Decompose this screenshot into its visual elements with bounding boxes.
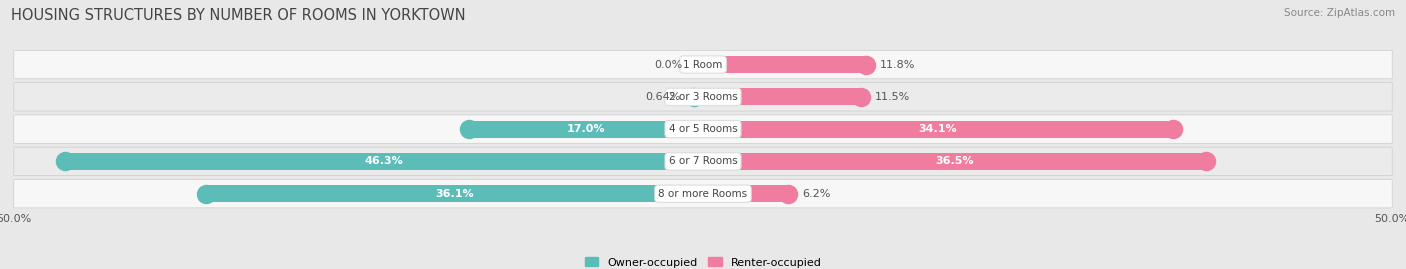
Text: 36.1%: 36.1%: [434, 189, 474, 199]
Text: 17.0%: 17.0%: [567, 124, 605, 134]
Text: Source: ZipAtlas.com: Source: ZipAtlas.com: [1284, 8, 1395, 18]
FancyBboxPatch shape: [14, 147, 1392, 176]
Text: 2 or 3 Rooms: 2 or 3 Rooms: [669, 92, 737, 102]
Text: 11.8%: 11.8%: [879, 59, 915, 70]
Text: 6.2%: 6.2%: [803, 189, 831, 199]
Bar: [205, 185, 703, 202]
Bar: [703, 89, 862, 105]
Text: HOUSING STRUCTURES BY NUMBER OF ROOMS IN YORKTOWN: HOUSING STRUCTURES BY NUMBER OF ROOMS IN…: [11, 8, 465, 23]
Bar: [703, 121, 1173, 137]
Text: 36.5%: 36.5%: [935, 156, 974, 167]
Bar: [65, 153, 703, 170]
Text: 11.5%: 11.5%: [875, 92, 911, 102]
Text: 1 Room: 1 Room: [683, 59, 723, 70]
FancyBboxPatch shape: [14, 50, 1392, 79]
Bar: [703, 153, 1206, 170]
Bar: [695, 89, 703, 105]
Bar: [703, 56, 866, 73]
Text: 46.3%: 46.3%: [364, 156, 404, 167]
Text: 34.1%: 34.1%: [918, 124, 957, 134]
FancyBboxPatch shape: [14, 115, 1392, 143]
FancyBboxPatch shape: [14, 83, 1392, 111]
Text: 0.0%: 0.0%: [654, 59, 682, 70]
Text: 4 or 5 Rooms: 4 or 5 Rooms: [669, 124, 737, 134]
Text: 6 or 7 Rooms: 6 or 7 Rooms: [669, 156, 737, 167]
Text: 0.64%: 0.64%: [645, 92, 681, 102]
FancyBboxPatch shape: [14, 179, 1392, 208]
Text: 8 or more Rooms: 8 or more Rooms: [658, 189, 748, 199]
Bar: [703, 185, 789, 202]
Bar: [468, 121, 703, 137]
Legend: Owner-occupied, Renter-occupied: Owner-occupied, Renter-occupied: [581, 253, 825, 269]
